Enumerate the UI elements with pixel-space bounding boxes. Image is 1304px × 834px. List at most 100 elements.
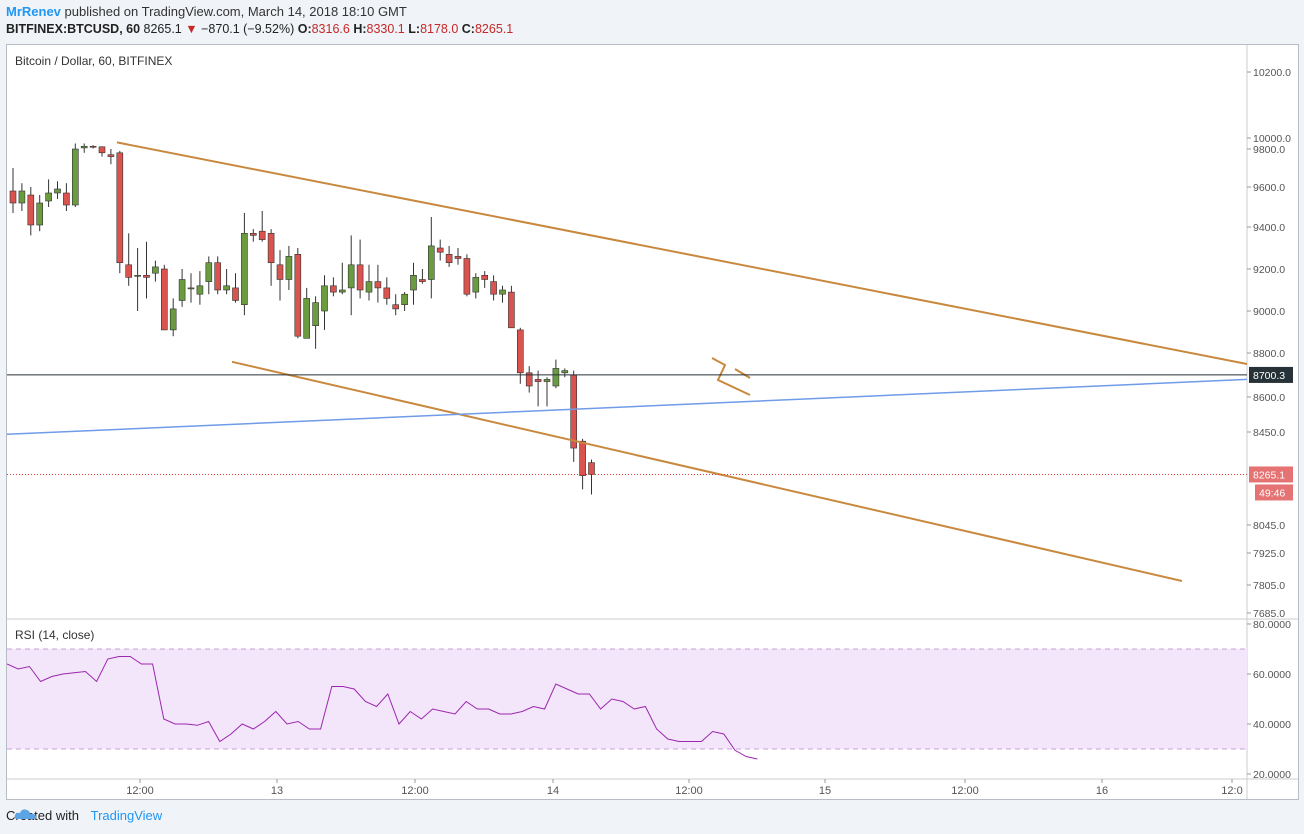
candle-body — [36, 202, 44, 226]
author-name[interactable]: MrRenev — [6, 4, 61, 19]
price-tick-label: 8600.0 — [1253, 392, 1285, 404]
candle-body — [18, 190, 26, 204]
candle-body — [205, 262, 213, 282]
price-change: −870.1 (−9.52%) — [201, 22, 295, 36]
candle-body — [463, 258, 471, 295]
candle-body — [143, 275, 150, 278]
candle-body — [472, 277, 480, 293]
candle-body — [383, 287, 391, 299]
time-tick-label: 16 — [1096, 785, 1108, 797]
candle-body — [525, 372, 533, 387]
price-tick-label: 9200.0 — [1253, 264, 1285, 276]
candle-body — [223, 285, 230, 291]
candle-body — [499, 289, 506, 295]
time-tick-label: 13 — [271, 785, 283, 797]
candle-body — [330, 285, 337, 293]
chart-container[interactable]: Bitcoin / Dollar, 60, BITFINEX RSI (14, c… — [6, 44, 1299, 800]
candle-body — [250, 233, 257, 236]
time-tick-label: 12:00 — [951, 785, 979, 797]
candle-body — [27, 194, 35, 226]
candle-body — [63, 192, 70, 206]
candle-body — [588, 462, 595, 475]
candle-body — [267, 233, 275, 264]
candle-body — [534, 379, 542, 382]
candle-body — [561, 370, 569, 374]
price-tick-label: 8450.0 — [1253, 427, 1285, 439]
rsi-tick-label: 80.0000 — [1253, 619, 1291, 631]
rsi-tick-label: 40.0000 — [1253, 719, 1291, 731]
candle-body — [178, 279, 186, 301]
time-tick-label: 12:00 — [401, 785, 429, 797]
close-label: C: — [461, 22, 475, 36]
candle-body — [419, 279, 426, 282]
candle-body — [338, 289, 346, 293]
candle-body — [54, 188, 61, 194]
candle-body — [169, 308, 177, 331]
candle-body — [410, 275, 417, 291]
candle-body — [214, 262, 221, 291]
candle-body — [516, 329, 524, 374]
candle-body — [401, 293, 408, 305]
price-tick-label: 8045.0 — [1253, 520, 1285, 532]
price-tick-label: 7685.0 — [1253, 608, 1285, 620]
candle-body — [152, 266, 159, 274]
time-tick-label: 15 — [819, 785, 831, 797]
high-value: 8330.1 — [366, 22, 405, 36]
candle-body — [134, 275, 141, 277]
footer: Created with TradingView — [6, 808, 162, 823]
candle-body — [374, 281, 382, 289]
candle-body — [80, 145, 88, 149]
price-chart-svg[interactable]: Bitcoin / Dollar, 60, BITFINEX RSI (14, c… — [7, 45, 1298, 799]
hline-price-tag — [1249, 366, 1293, 383]
candle-body — [490, 281, 497, 295]
time-tick-label: 12:00 — [126, 785, 154, 797]
high-label: H: — [353, 22, 367, 36]
candle-body — [365, 281, 373, 293]
candle-body — [481, 275, 489, 280]
candle-body — [552, 368, 560, 387]
flag-top — [734, 368, 751, 379]
down-arrow-icon: ▼ — [185, 22, 198, 36]
low-value: 8178.0 — [420, 22, 459, 36]
publish-info: published on TradingView.com, March 14, … — [60, 4, 407, 19]
candle-body — [356, 264, 364, 291]
channel-upper-line — [116, 141, 1248, 365]
rsi-band — [7, 649, 1247, 749]
price-tick-label: 10000.0 — [1253, 133, 1291, 145]
countdown-tag — [1255, 484, 1293, 501]
candle-body — [276, 264, 284, 280]
candle-body — [98, 146, 106, 154]
last-price: 8265.1 — [143, 22, 182, 36]
candle-body — [294, 254, 302, 337]
last-price-tag — [1249, 466, 1293, 483]
candle-body — [258, 230, 266, 240]
hline-price-label: 8700.3 — [1253, 370, 1285, 382]
channel-lower-line — [231, 360, 1183, 582]
time-tick-label: 12:0 — [1221, 785, 1242, 797]
last-price-label: 8265.1 — [1253, 469, 1285, 481]
price-tick-label: 9400.0 — [1253, 222, 1285, 234]
candle-body — [9, 190, 17, 204]
price-tick-label: 9800.0 — [1253, 144, 1285, 156]
candle-body — [45, 192, 52, 202]
rsi-tick-label: 20.0000 — [1253, 769, 1291, 781]
countdown-label: 49:46 — [1259, 487, 1285, 499]
open-value: 8316.6 — [311, 22, 350, 36]
rsi-title: RSI (14, close) — [15, 628, 94, 642]
candle-body — [72, 148, 79, 206]
tradingview-brand-link[interactable]: TradingView — [90, 808, 163, 823]
candle-body — [232, 287, 239, 301]
symbol: BITFINEX:BTCUSD, 60 — [6, 22, 141, 36]
rsi-line — [7, 656, 758, 760]
price-tick-label: 7925.0 — [1253, 548, 1285, 560]
price-tick-label: 8800.0 — [1253, 348, 1285, 360]
candle-body — [107, 154, 115, 157]
candle-body — [196, 285, 204, 295]
time-tick-label: 14 — [547, 785, 559, 797]
candle-body — [125, 264, 132, 278]
candle-body — [579, 440, 586, 476]
candle-body — [312, 302, 319, 327]
candle-body — [570, 374, 578, 449]
price-tick-label: 9000.0 — [1253, 306, 1285, 318]
open-label: O: — [297, 22, 312, 36]
